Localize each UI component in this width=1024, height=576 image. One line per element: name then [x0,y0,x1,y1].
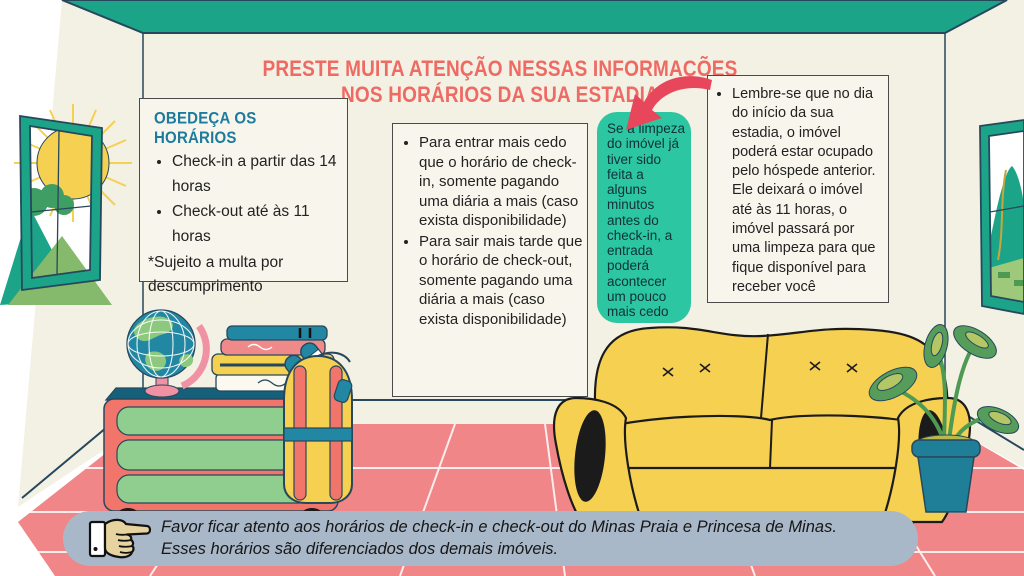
window-right [979,119,1024,315]
schedule-heading: OBEDEÇA OS HORÁRIOS [154,109,257,148]
backpack-icon [283,351,353,504]
schedule-item: Check-in a partir das 14 horas [172,149,341,199]
banner-line-1: Favor ficar atento aos horários de check… [161,517,837,536]
sofa [552,326,972,540]
dresser [103,387,339,520]
ceiling [61,0,1008,34]
plant-leaves [868,324,1020,434]
globe-icon [126,309,210,398]
fees-item: Para entrar mais cedo que o horário de c… [419,133,583,231]
banner-line-2: Esses horários são diferenciados dos dem… [161,539,559,558]
reminder-list: Lembre-se que no dia do início da sua es… [712,85,884,297]
tufting-marks [662,361,858,377]
fees-list: Para entrar mais cedo que o horário de c… [397,133,583,329]
schedule-box: OBEDEÇA OS HORÁRIOS Check-in a partir da… [139,98,348,295]
potted-plant [868,324,1020,513]
schedule-item: Check-out até às 11 horas [172,199,341,249]
pointing-hand-icon [88,518,152,558]
window-left [0,104,132,305]
title-line-1: PRESTE MUITA ATENÇÃO NESSAS INFORMAÇÕES [262,57,738,82]
early-entry-note: Se a limpeza do imóvel já tiver sido fei… [597,112,691,323]
schedule-list: Check-in a partir das 14 horas Check-out… [146,149,341,249]
page-title: PRESTE MUITA ATENÇÃO NESSAS INFORMAÇÕES … [248,57,752,109]
fees-box: Para entrar mais cedo que o horário de c… [392,123,588,397]
reminder-box: Lembre-se que no dia do início da sua es… [707,75,889,303]
banner-text: Favor ficar atento aos horários de check… [161,517,837,561]
fees-item: Para sair mais tarde que o horário de ch… [419,232,583,330]
curved-arrow-icon [626,76,712,130]
reminder-item: Lembre-se que no dia do início da sua es… [732,85,884,297]
title-line-2: NOS HORÁRIOS DA SUA ESTADIA [341,82,659,108]
schedule-footnote: *Sujeito a multa por descumprimento [148,254,284,296]
notice-banner: Favor ficar atento aos horários de check… [63,511,918,566]
